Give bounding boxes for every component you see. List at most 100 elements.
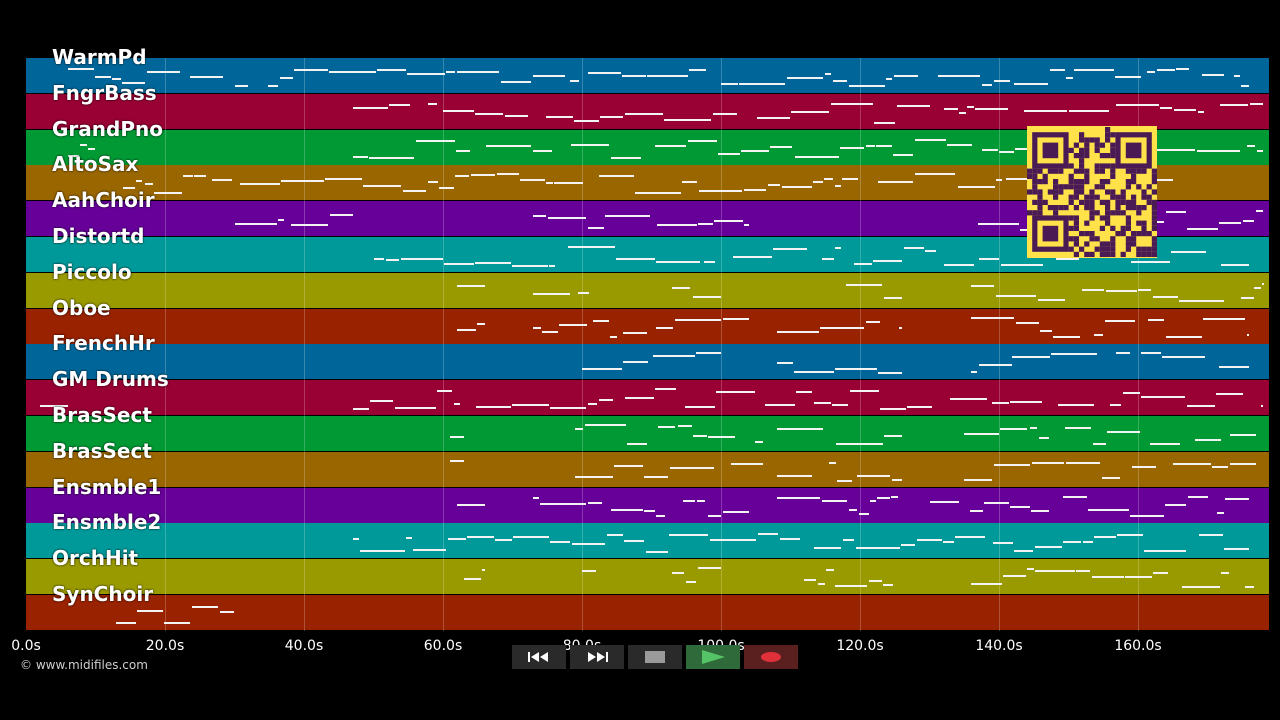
midi-note [1057,403,1094,406]
midi-note [1221,572,1230,575]
midi-note [1141,352,1161,355]
play-button[interactable] [686,645,740,669]
fast-forward-button[interactable] [570,645,624,669]
midi-note [966,105,974,108]
midi-note [443,109,474,112]
midi-note [520,179,545,182]
midi-note [1027,567,1034,570]
midi-note [925,250,936,253]
midi-note [1125,576,1152,579]
midi-note [1115,75,1142,78]
midi-note [67,155,79,158]
midi-note [672,286,691,289]
rewind-button[interactable] [512,645,566,669]
midi-note [406,537,412,540]
midi-note [655,144,687,147]
midi-note [1110,403,1122,406]
midi-note [1003,574,1027,577]
track-lane [26,488,1269,523]
midi-note [163,622,191,625]
midi-note [504,115,528,118]
midi-note [1049,69,1065,72]
midi-note [136,610,163,613]
midi-note [610,336,617,339]
midi-note [584,424,626,427]
midi-note [212,179,232,182]
track-lane [26,94,1269,129]
midi-note [428,102,437,105]
midi-note [1009,401,1042,404]
midi-note [1196,150,1241,153]
midi-note [947,144,973,147]
midi-note [886,77,893,80]
midi-note [824,177,834,180]
gridline [860,58,861,631]
midi-note [1011,355,1050,358]
midi-note [370,399,394,402]
midi-note [554,181,583,184]
midi-note [877,371,902,374]
midi-note [389,103,411,106]
midi-note [1147,70,1156,73]
midi-note [1094,536,1116,539]
midi-note [352,107,389,110]
midi-note [664,118,712,121]
midi-note [1255,210,1264,213]
midi-note [572,543,606,546]
midi-note [1152,295,1178,298]
midi-note [756,117,790,119]
midi-note [739,83,786,86]
midi-note [610,157,641,160]
midi-note [826,569,835,572]
midi-note [848,509,858,512]
track-label: Ensmble2 [52,510,162,534]
midi-note [539,503,587,506]
midi-note [693,434,707,437]
midi-note [577,292,589,295]
midi-note [992,402,1009,405]
time-tick-label: 120.0s [836,638,884,654]
midi-note [877,497,890,500]
midi-note [447,538,466,541]
midi-note [1156,68,1175,71]
midi-note [533,214,547,217]
stop-button[interactable] [628,645,682,669]
midi-note [463,577,481,580]
midi-note [891,478,902,481]
midi-note [1153,571,1169,574]
midi-note [1203,318,1246,321]
midi-note [1198,534,1223,537]
midi-note [883,296,902,299]
midi-note [456,503,485,506]
gridline [304,58,305,631]
midi-note [868,579,882,582]
midi-note [820,327,865,330]
midi-note [992,542,1013,545]
midi-note [708,435,735,438]
midi-note [455,175,470,178]
midi-note [1242,219,1255,222]
midi-note [144,182,153,185]
track-label: WarmPd [52,45,147,69]
midi-note [592,319,609,322]
midi-note [1179,300,1224,303]
midi-note [511,264,548,267]
midi-note [698,190,743,193]
midi-note [444,263,474,266]
midi-note [533,326,541,329]
midi-note [1122,391,1140,394]
track-label: GM Drums [52,367,169,391]
track-lane [26,58,1269,93]
midi-note [865,144,875,147]
midi-note [1066,76,1074,79]
midi-note [1171,250,1206,253]
midi-note [1116,533,1143,536]
midi-note [545,181,553,184]
midi-note [893,154,914,157]
midi-note [456,329,476,332]
record-button[interactable] [744,645,798,669]
midi-note [652,354,695,357]
midi-note [1229,463,1257,466]
time-tick-label: 160.0s [1114,638,1162,654]
midi-note [969,510,984,513]
